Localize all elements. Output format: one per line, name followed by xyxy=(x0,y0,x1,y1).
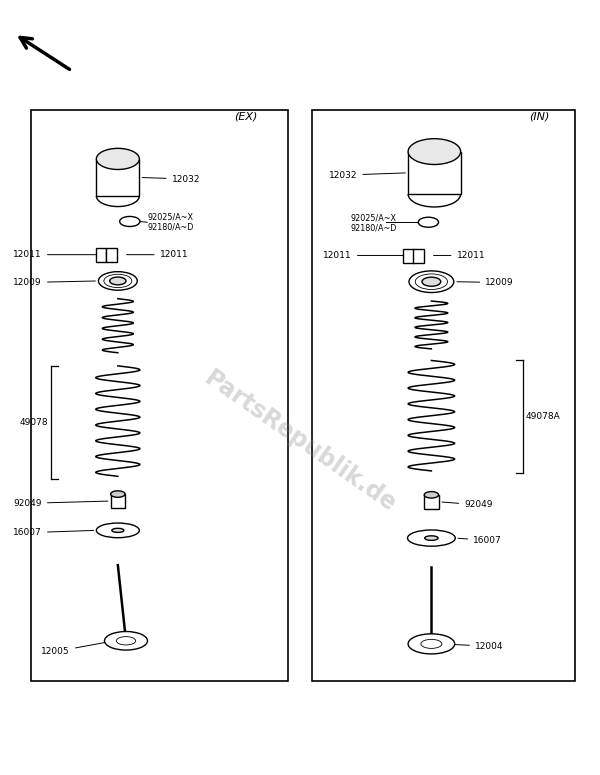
Ellipse shape xyxy=(422,277,441,286)
Bar xyxy=(403,250,414,264)
Text: 12011: 12011 xyxy=(434,251,485,260)
Bar xyxy=(424,495,439,508)
Text: 16007: 16007 xyxy=(13,529,94,537)
Ellipse shape xyxy=(110,491,125,498)
Text: 12011: 12011 xyxy=(127,250,188,259)
Text: 49078: 49078 xyxy=(19,418,48,427)
Ellipse shape xyxy=(104,632,148,650)
Ellipse shape xyxy=(97,523,139,538)
Text: 12032: 12032 xyxy=(142,174,200,184)
Ellipse shape xyxy=(112,529,124,532)
Ellipse shape xyxy=(110,277,126,285)
Ellipse shape xyxy=(407,530,455,546)
Ellipse shape xyxy=(408,139,461,164)
Bar xyxy=(97,159,139,196)
Ellipse shape xyxy=(424,491,439,498)
Text: 92049: 92049 xyxy=(442,501,493,509)
Ellipse shape xyxy=(409,271,454,292)
Text: 12032: 12032 xyxy=(329,170,406,180)
Text: 16007: 16007 xyxy=(458,536,502,545)
Bar xyxy=(408,152,461,194)
Text: 92025/A~X: 92025/A~X xyxy=(148,212,194,222)
Text: 12009: 12009 xyxy=(457,278,514,287)
Text: 12011: 12011 xyxy=(323,251,410,260)
Ellipse shape xyxy=(418,217,439,227)
Ellipse shape xyxy=(97,148,139,170)
Text: 12004: 12004 xyxy=(443,642,503,651)
Text: (EX): (EX) xyxy=(235,111,258,121)
Bar xyxy=(106,249,116,263)
Text: 92049: 92049 xyxy=(13,499,108,508)
Text: 92180/A~D: 92180/A~D xyxy=(148,222,194,232)
Text: 12009: 12009 xyxy=(13,278,95,287)
Text: 12011: 12011 xyxy=(13,250,103,259)
Bar xyxy=(312,109,575,681)
Bar xyxy=(413,250,424,264)
Text: 49078A: 49078A xyxy=(526,412,560,422)
Text: 92180/A~D: 92180/A~D xyxy=(351,223,397,232)
Text: 92025/A~X: 92025/A~X xyxy=(351,213,397,222)
Ellipse shape xyxy=(425,536,438,540)
Bar xyxy=(31,109,288,681)
Text: (IN): (IN) xyxy=(529,111,549,121)
Ellipse shape xyxy=(408,634,455,654)
Ellipse shape xyxy=(119,216,140,226)
Text: PartsRepublik.de: PartsRepublik.de xyxy=(200,367,400,517)
Bar xyxy=(96,249,106,263)
Ellipse shape xyxy=(98,272,137,290)
Bar xyxy=(110,494,125,508)
Text: 12005: 12005 xyxy=(41,641,112,656)
